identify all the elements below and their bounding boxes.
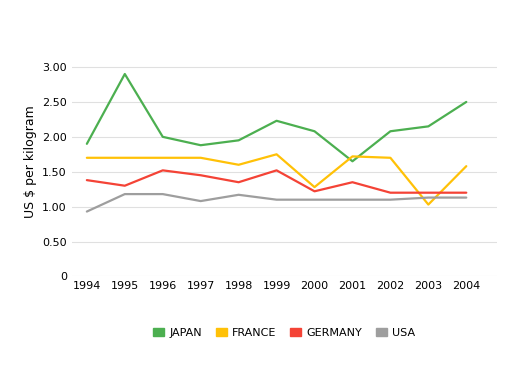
Legend: JAPAN, FRANCE, GERMANY, USA: JAPAN, FRANCE, GERMANY, USA	[148, 323, 420, 343]
Y-axis label: US $ per kilogram: US $ per kilogram	[24, 105, 36, 218]
